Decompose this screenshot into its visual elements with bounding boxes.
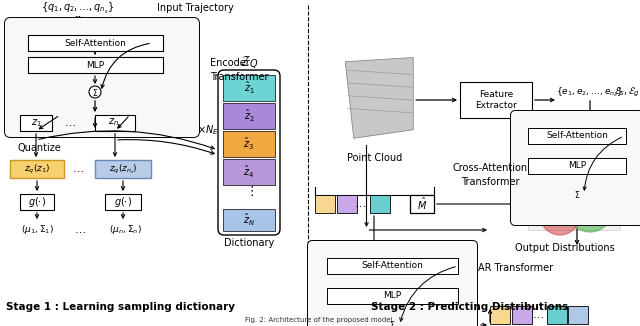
Text: $z_q(z_1)$: $z_q(z_1)$ [24,162,50,175]
Text: $(\mu_1, \Sigma_1)$: $(\mu_1, \Sigma_1)$ [20,224,53,236]
Text: $\times N_E$: $\times N_E$ [197,123,219,137]
Text: $\{q_1, q_2, \ldots, q_{n_s}\}$: $\{q_1, q_2, \ldots, q_{n_s}\}$ [42,0,115,16]
FancyBboxPatch shape [4,18,200,138]
Bar [28,57,163,73]
Text: Self-Attention: Self-Attention [64,38,126,48]
Bar [528,128,626,144]
Bar [20,115,52,131]
FancyBboxPatch shape [511,111,640,226]
Text: Quantize: Quantize [18,143,61,153]
Text: $\hat{z}_1$: $\hat{z}_1$ [244,80,255,96]
Text: Self-Attention: Self-Attention [546,131,608,141]
Text: $z_1$: $z_1$ [31,117,42,129]
Bar [337,195,357,213]
Text: $\ldots$: $\ldots$ [64,118,76,128]
Text: $\mathcal{E}_s, \mathcal{E}_g$: $\mathcal{E}_s, \mathcal{E}_g$ [614,85,640,99]
Bar [528,158,626,174]
Circle shape [568,188,612,232]
Text: Input Trajectory: Input Trajectory [157,3,234,13]
Text: $\hat{z}_3$: $\hat{z}_3$ [243,136,255,152]
Bar [568,306,588,324]
FancyBboxPatch shape [307,241,477,326]
Text: Fig. 2: Architecture of the proposed model.: Fig. 2: Architecture of the proposed mod… [245,317,395,323]
Bar [95,160,151,178]
Bar [490,306,510,324]
Text: $\vdots$: $\vdots$ [244,184,253,198]
Text: MLP: MLP [383,291,401,301]
Bar [28,35,163,51]
Text: MLP: MLP [86,61,104,69]
Text: $\hat{M}$: $\hat{M}$ [417,196,427,212]
Bar [370,195,390,213]
Text: $\Sigma$: $\Sigma$ [389,319,396,326]
FancyBboxPatch shape [518,118,636,218]
Text: $\ldots$: $\ldots$ [532,310,544,320]
Text: $\hat{z}_2$: $\hat{z}_2$ [244,108,255,124]
Bar [223,103,275,129]
FancyBboxPatch shape [218,70,280,235]
Circle shape [540,135,590,185]
Text: $\Sigma$: $\Sigma$ [92,86,98,97]
Bar [223,131,275,157]
FancyBboxPatch shape [12,25,192,130]
Circle shape [89,86,101,98]
Bar [105,194,141,210]
Bar [315,195,335,213]
Circle shape [571,188,583,200]
Bar [95,115,135,131]
Bar [410,195,434,213]
Circle shape [387,319,399,326]
Text: Self-Attention: Self-Attention [362,261,424,271]
Text: $\Sigma$: $\Sigma$ [574,188,580,200]
Text: Output Distributions: Output Distributions [515,243,615,253]
FancyBboxPatch shape [310,243,475,326]
Text: $z_{n_s}$: $z_{n_s}$ [108,116,122,129]
Bar [223,209,275,231]
Text: Feature
Extractor: Feature Extractor [475,90,517,110]
Text: Encoder
Transformer: Encoder Transformer [210,58,269,82]
Bar [512,306,532,324]
FancyBboxPatch shape [513,113,640,223]
Text: MLP: MLP [568,161,586,170]
Bar [223,159,275,185]
Bar [547,306,567,324]
Bar [460,82,532,118]
Bar [10,160,64,178]
Text: $z_q(z_{n_s})$: $z_q(z_{n_s})$ [109,162,138,176]
Text: $g(\cdot)$: $g(\cdot)$ [114,195,132,209]
Text: $g(\cdot)$: $g(\cdot)$ [28,195,46,209]
Text: $\{e_1, e_2, \ldots, e_{n_e}\}$: $\{e_1, e_2, \ldots, e_{n_e}\}$ [556,85,624,99]
FancyBboxPatch shape [312,245,472,326]
Bar [528,130,620,230]
FancyBboxPatch shape [515,115,639,220]
Text: $(\mu_n, \Sigma_n)$: $(\mu_n, \Sigma_n)$ [109,224,141,236]
Bar [223,75,275,101]
Bar [327,258,458,274]
Text: Stage 1 : Learning sampling dictionary: Stage 1 : Learning sampling dictionary [6,302,234,312]
Text: Dictionary: Dictionary [224,238,274,248]
Text: Cross-Attention
Transformer: Cross-Attention Transformer [452,163,527,186]
Text: $\hat{z}_N$: $\hat{z}_N$ [243,212,255,228]
Text: $\hat{z}_4$: $\hat{z}_4$ [243,164,255,180]
FancyBboxPatch shape [315,248,470,326]
Bar [327,288,458,304]
Text: $\ldots$: $\ldots$ [72,164,84,174]
Bar [20,194,54,210]
Text: Point Cloud: Point Cloud [348,153,403,163]
Text: AR Transformer: AR Transformer [478,263,553,273]
Circle shape [545,160,605,220]
Text: $\ldots$: $\ldots$ [354,199,366,209]
Circle shape [540,195,580,235]
Text: $\mathcal{Z}_Q$: $\mathcal{Z}_Q$ [239,54,259,70]
FancyBboxPatch shape [7,20,197,135]
FancyBboxPatch shape [10,22,195,132]
Text: Stage 2 : Predicting Distributions: Stage 2 : Predicting Distributions [371,302,568,312]
Text: $\ldots$: $\ldots$ [74,225,86,235]
Polygon shape [345,57,413,138]
